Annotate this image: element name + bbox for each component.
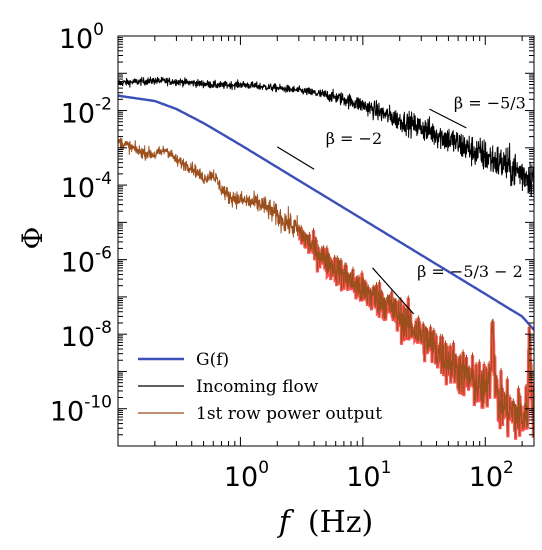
series-line-1st-row-power-output bbox=[118, 137, 534, 440]
x-tick-label: 102 bbox=[469, 458, 514, 493]
y-tick-label: 10-2 bbox=[61, 95, 112, 130]
y-tick-label: 10-4 bbox=[61, 169, 112, 204]
y-tick-label: 10-6 bbox=[61, 244, 112, 279]
y-tick-label: 10-10 bbox=[50, 393, 112, 428]
x-tick-label: 100 bbox=[224, 458, 269, 493]
legend-label: Incoming flow bbox=[196, 377, 319, 397]
slope-guide-label: β = −2 bbox=[326, 129, 382, 148]
x-axis-label-unit: (Hz) bbox=[308, 505, 373, 540]
y-tick-label: 100 bbox=[59, 20, 104, 55]
y-tick-label: 10-8 bbox=[61, 318, 112, 353]
axis-tick-labels: 100 101 102 100 10-2 10-4 10-6 10-8 10-10 bbox=[50, 20, 514, 493]
slope-guide-label: β = −5/3 bbox=[454, 93, 526, 112]
legend-label: 1st row power output bbox=[196, 404, 382, 424]
x-axis-label: f (Hz) bbox=[277, 505, 374, 540]
slope-guides: β = −5/3 β = −2 β = −5/3 − 2 bbox=[276, 93, 526, 315]
x-tick-label: 101 bbox=[346, 458, 391, 493]
slope-guide-line bbox=[429, 108, 467, 129]
slope-guide-line bbox=[372, 267, 415, 315]
legend: G(f) Incoming flow 1st row power output bbox=[138, 350, 382, 424]
axis-ticks bbox=[117, 35, 534, 447]
slope-guide-line bbox=[276, 146, 315, 170]
x-axis-label-symbol: f bbox=[277, 505, 295, 540]
slope-guide-label: β = −5/3 − 2 bbox=[417, 262, 523, 281]
legend-label: G(f) bbox=[196, 350, 229, 370]
y-axis-label: Φ bbox=[16, 227, 49, 250]
series-line-g-f bbox=[118, 94, 534, 331]
series-line-incoming-flow bbox=[118, 76, 534, 198]
plot-area bbox=[118, 76, 534, 440]
